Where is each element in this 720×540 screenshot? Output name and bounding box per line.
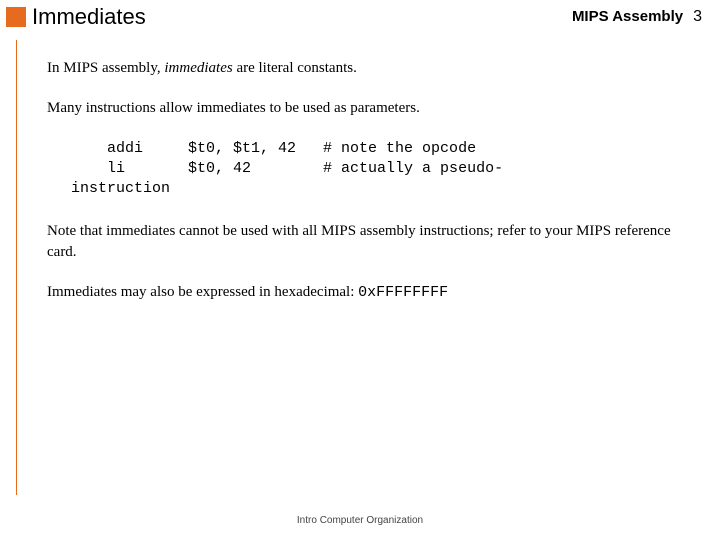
header-right: MIPS Assembly 3: [572, 8, 702, 26]
text-run: Immediates may also be expressed in hexa…: [47, 284, 358, 300]
bullet-square-icon: [6, 7, 26, 27]
slide-title: Immediates: [32, 4, 572, 30]
course-label: MIPS Assembly: [572, 8, 683, 25]
text-emphasis: immediates: [164, 60, 232, 76]
text-run: are literal constants.: [233, 60, 357, 76]
code-example: addi $t0, $t1, 42 # note the opcode li $…: [71, 139, 698, 200]
paragraph-note: Note that immediates cannot be used with…: [47, 221, 698, 262]
inline-code: 0xFFFFFFFF: [358, 284, 448, 301]
slide-footer: Intro Computer Organization: [0, 515, 720, 526]
paragraph-intro: In MIPS assembly, immediates are literal…: [47, 58, 698, 78]
content-area: In MIPS assembly, immediates are literal…: [16, 40, 720, 495]
text-run: In MIPS assembly,: [47, 60, 164, 76]
paragraph-instructions: Many instructions allow immediates to be…: [47, 98, 698, 118]
paragraph-hex: Immediates may also be expressed in hexa…: [47, 282, 698, 303]
slide-header: Immediates MIPS Assembly 3: [0, 0, 720, 32]
page-number: 3: [693, 8, 702, 26]
